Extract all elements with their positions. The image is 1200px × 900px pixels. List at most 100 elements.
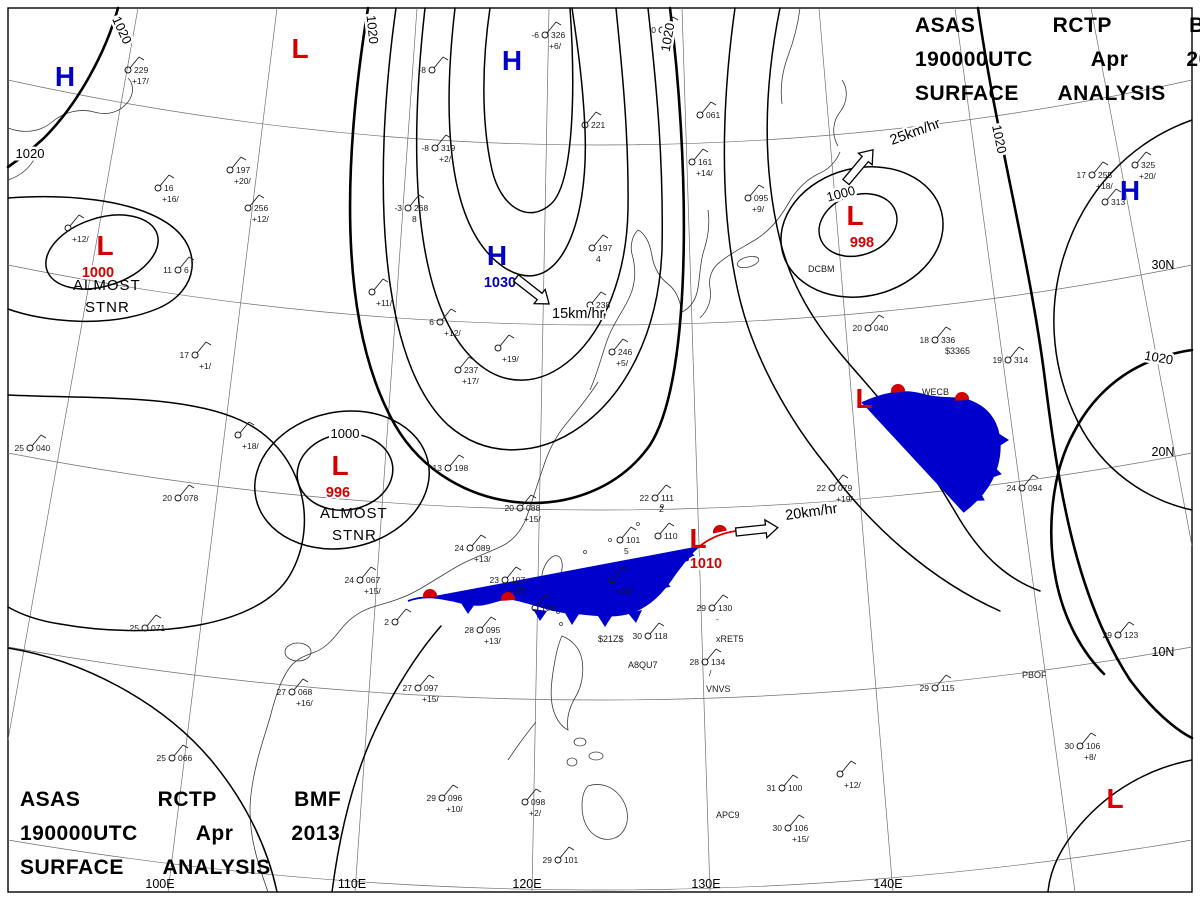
station-circle [931,336,939,344]
wind-barb-tick [168,174,175,179]
station-temp: 28 [465,625,475,635]
station-circle [288,688,296,696]
station-temp: -6 [531,30,539,40]
station-plot: 313 [1101,188,1125,207]
station-tendency: +17/ [509,586,526,596]
wind-barb [621,526,632,539]
wind-barb [179,256,190,269]
low-pressure-center: L [291,33,308,64]
wind-barb [249,194,260,207]
wind-barb [663,16,674,29]
station-circle [414,684,422,692]
station-pressure: 130 [718,603,732,613]
warm-front-segment [954,398,970,401]
wind-barb [936,674,947,687]
station-temp: 24 [345,575,355,585]
station-plot: +23/ [608,566,633,596]
wind-barb [436,134,447,147]
station-circle [608,348,616,356]
wind-barb-tick [302,678,309,683]
pressure-center-letter: L [331,450,348,481]
wind-barb-tick [1090,732,1097,737]
wind-barb-tick [155,614,162,619]
station-temp: 13 [433,463,443,473]
wind-barb [521,494,532,507]
station-temp: 24 [455,543,465,553]
station-tendency: +3/ [594,311,607,321]
island-dot [636,522,640,526]
pressure-center-letter: L [846,200,863,231]
station-plot: +12/ [836,760,861,790]
ship-id: xRET5 [716,634,744,644]
station-circle [404,204,412,212]
station-pressure: 110 [664,531,678,541]
isobar-1020 [976,6,1194,740]
wind-barb [869,314,880,327]
high-pressure-center: H [55,61,75,92]
station-plot: 6 +12/ [429,308,461,338]
station-tendency: +6/ [549,41,562,51]
wind-barb-tick [78,214,85,219]
station-plots: 229+17/16+16/197+20/256+12/+12/11 617+1/-… [15,16,1156,865]
almost-stnr-note: ALMOST STNR [320,505,387,544]
coastline-honshu [719,151,841,263]
station-circle [64,224,72,232]
graticule-label: 30N [1152,258,1175,272]
station-circle [531,604,539,612]
wind-barb [586,111,597,124]
coastline-inland-northwest [7,77,133,132]
wind-barb [783,774,794,787]
station-pressure: 097 [424,683,438,693]
station-plot: 30 106+15/ [773,814,809,844]
wind-barb [481,616,492,629]
isobar [382,7,663,451]
station-pressure: 040 [874,323,888,333]
station-tendency: +12/ [72,234,89,244]
wind-barb [31,434,42,447]
chart-datetime-line: 190000UTC Apr 2013 [915,48,1200,71]
station-circle [26,444,34,452]
station-pressure: 197 [598,243,612,253]
wind-barb [361,566,372,579]
wind-barb-tick [658,622,665,627]
wind-barb-tick [515,566,522,571]
station-circle [174,494,182,502]
isobar-label: 1020 [109,14,135,47]
station-pressure: 108 [541,603,555,613]
wind-barb [613,566,624,579]
station-pressure: 336 [941,335,955,345]
station-circle [454,366,462,374]
station-circle [234,431,242,439]
station-circle [581,121,589,129]
ship-id: PBOF [1022,670,1047,680]
wind-barb-tick [458,454,465,459]
coastline-mindanao [581,784,628,840]
station-circle [494,344,502,352]
station-tendency: +15/ [792,834,809,844]
pressure-center-letter: L [291,33,308,64]
station-circle [226,166,234,174]
coastline-korea-east [681,209,710,313]
station-circle [1088,171,1096,179]
station-circle [828,484,836,492]
station-temp: 30 [633,631,643,641]
wind-barb-tick [468,356,475,361]
station-tendency: +10/ [446,804,463,814]
station-plot: -8 319+2/ [421,134,455,164]
chart-id-line: ASAS RCTP BMF [20,788,341,811]
isobar-label: 1020 [1143,348,1174,368]
wind-barb-tick [1018,346,1025,351]
wind-barb-tick [445,134,452,139]
station-temp: 20 [163,493,173,503]
chart-id-line: ASAS RCTP BMF [915,14,1200,37]
pressure-centers: H L H H 1030 L 1000 L 998 H L 996 L L 1010 L [55,33,1140,814]
station-pressure: 068 [298,687,312,697]
station-temp: 0 [651,25,656,35]
station-temp: 29 [543,855,553,865]
wind-barb [173,744,184,757]
low-pressure-center: L 1000 [80,230,116,283]
station-tendency: +18/ [242,441,259,451]
station-circle [1004,356,1012,364]
